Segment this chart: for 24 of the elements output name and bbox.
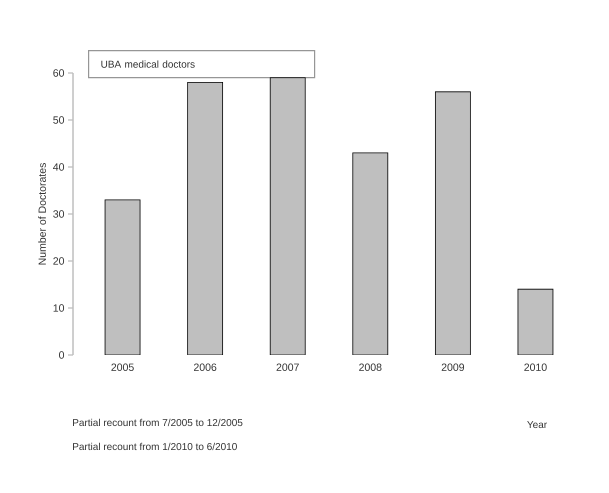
bar bbox=[187, 82, 224, 355]
bar bbox=[434, 91, 471, 355]
y-tick-label: 0 bbox=[59, 351, 64, 359]
x-tick-label: 2009 bbox=[442, 364, 464, 371]
bar bbox=[270, 77, 306, 355]
y-tick-label: 40 bbox=[53, 163, 64, 171]
text: Partial recount from 1/2010 to 6/2010 bbox=[73, 442, 237, 450]
y-axis-title: Number of Doctorates bbox=[38, 163, 46, 264]
text: Partial recount from 7/2005 to 12/2005 bbox=[73, 418, 242, 426]
x-tick-label: 2010 bbox=[524, 364, 547, 371]
bar bbox=[518, 288, 554, 355]
y-tick-label: 30 bbox=[53, 210, 64, 218]
text: Year bbox=[527, 421, 547, 428]
bar bbox=[104, 200, 140, 355]
y-tick-label: 10 bbox=[54, 304, 64, 312]
x-tick-label: 2006 bbox=[194, 364, 216, 371]
x-tick-label: 2005 bbox=[111, 364, 134, 371]
y-tick-label: 50 bbox=[53, 116, 64, 124]
x-tick-label: 2007 bbox=[276, 364, 299, 371]
chart-title: UBA medical doctors bbox=[101, 60, 195, 68]
y-tick-label: 20 bbox=[53, 257, 64, 265]
x-tick-label: 2008 bbox=[359, 364, 382, 371]
bar bbox=[352, 152, 388, 355]
y-tick-label: 60 bbox=[53, 69, 64, 77]
